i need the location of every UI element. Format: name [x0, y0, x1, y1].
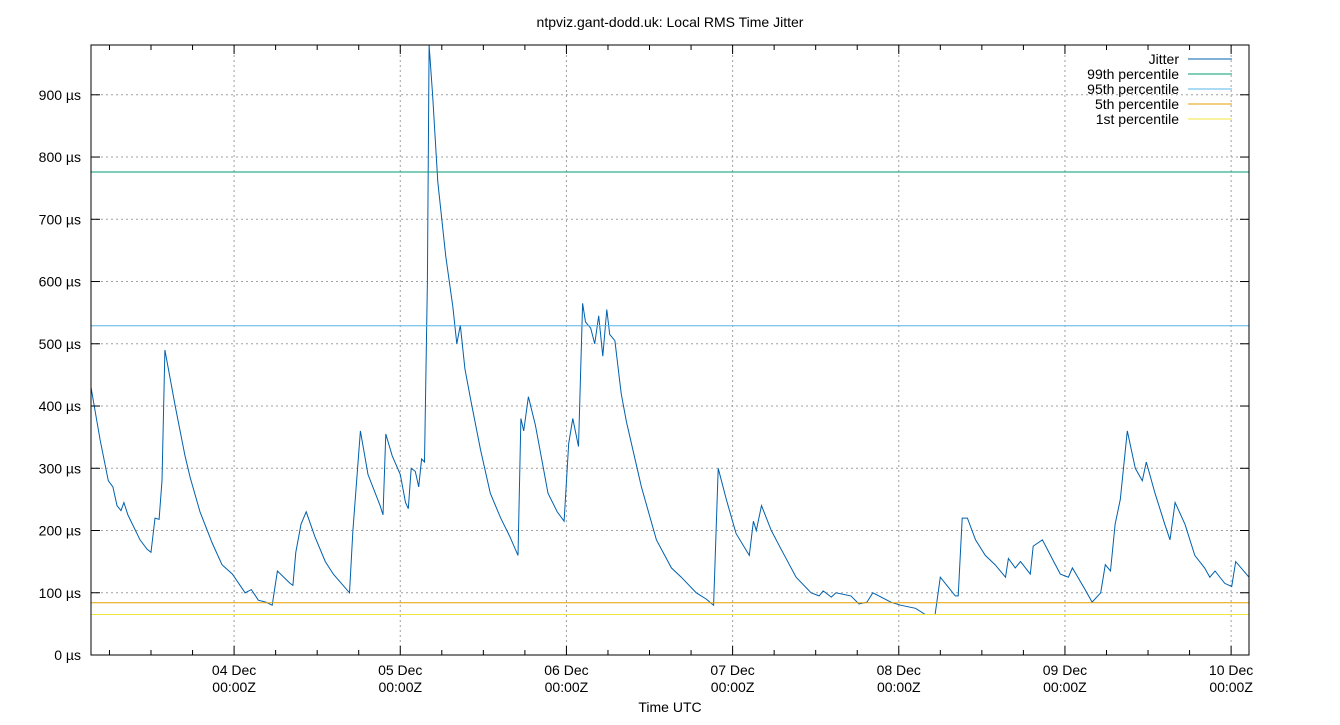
- y-tick-label: 300 µs: [39, 460, 81, 476]
- y-tick-label: 600 µs: [39, 274, 81, 290]
- x-tick-label: 04 Dec: [212, 662, 256, 678]
- y-tick-label: 700 µs: [39, 211, 81, 227]
- jitter-line: [90, 44, 1250, 615]
- y-tick-label: 900 µs: [39, 87, 81, 103]
- x-tick-label: 00:00Z: [212, 679, 256, 695]
- x-tick-label: 00:00Z: [711, 679, 755, 695]
- axes: 0 µs 100 µs 200 µs 300 µs 400 µs 500 µs 600 µs…: [39, 45, 1253, 695]
- grid: [91, 45, 1249, 655]
- x-tick-label: 05 Dec: [378, 662, 422, 678]
- chart-title: ntpviz.gant-dodd.uk: Local RMS Time Jitt…: [537, 14, 804, 30]
- y-tick-label: 500 µs: [39, 336, 81, 352]
- x-tick-label: 10 Dec: [1209, 662, 1253, 678]
- x-axis-label: Time UTC: [638, 699, 701, 715]
- x-tick-label: 00:00Z: [545, 679, 589, 695]
- y-tick-label: 0 µs: [54, 647, 81, 663]
- y-tick-label: 800 µs: [39, 149, 81, 165]
- x-tick-label: 00:00Z: [378, 679, 422, 695]
- legend-label: 5th percentile: [1095, 96, 1179, 112]
- legend-label: 99th percentile: [1087, 66, 1179, 82]
- x-tick-label: 06 Dec: [544, 662, 588, 678]
- series-layer: [90, 44, 1250, 616]
- x-tick-label: 00:00Z: [1209, 679, 1253, 695]
- legend-label: 1st percentile: [1096, 111, 1179, 127]
- x-tick-label: 08 Dec: [877, 662, 921, 678]
- legend-label: 95th percentile: [1087, 81, 1179, 97]
- y-tick-label: 100 µs: [39, 585, 81, 601]
- x-tick-label: 00:00Z: [877, 679, 921, 695]
- x-tick-label: 00:00Z: [1043, 679, 1087, 695]
- plot-frame: [90, 44, 1250, 656]
- x-tick-label: 09 Dec: [1043, 662, 1087, 678]
- legend-label: Jitter: [1149, 51, 1180, 67]
- y-tick-label: 400 µs: [39, 398, 81, 414]
- x-tick-label: 07 Dec: [710, 662, 754, 678]
- y-tick-label: 200 µs: [39, 523, 81, 539]
